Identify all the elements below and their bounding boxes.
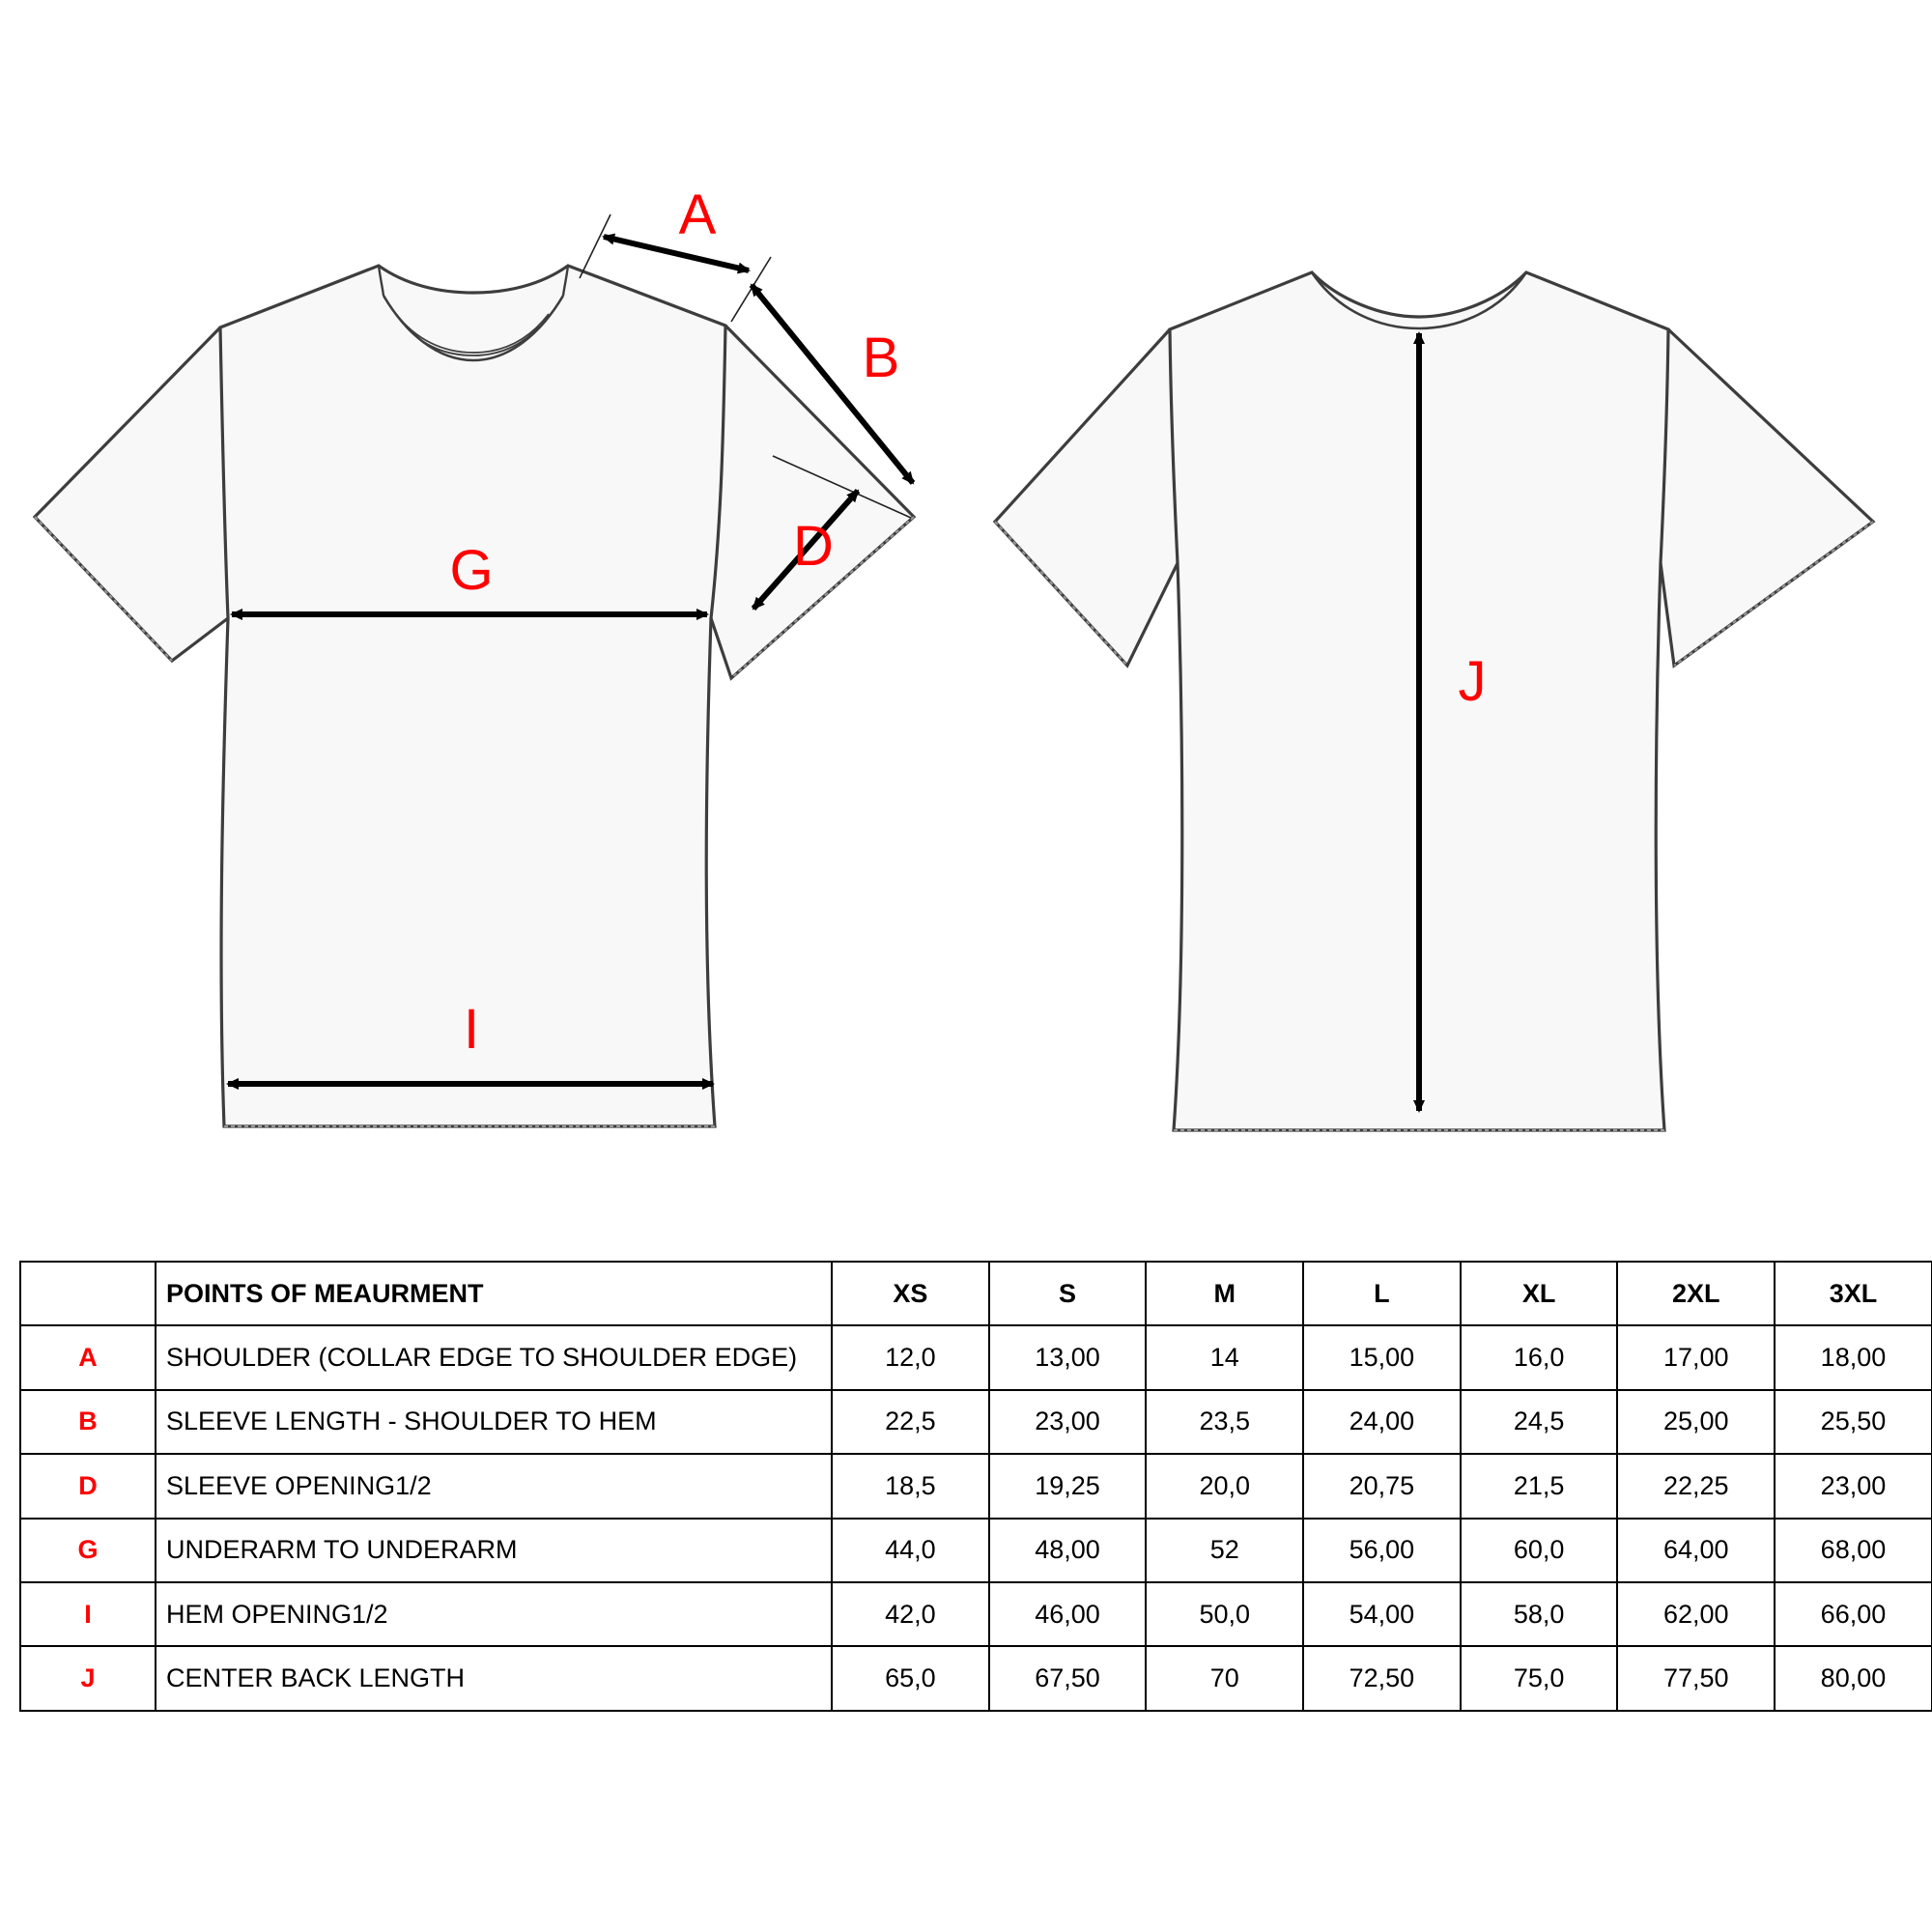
svg-text:D: D: [793, 515, 834, 578]
svg-text:B: B: [863, 327, 900, 389]
svg-text:A: A: [679, 184, 717, 246]
svg-text:I: I: [464, 998, 479, 1061]
svg-text:J: J: [1459, 650, 1487, 713]
svg-text:G: G: [449, 539, 493, 602]
